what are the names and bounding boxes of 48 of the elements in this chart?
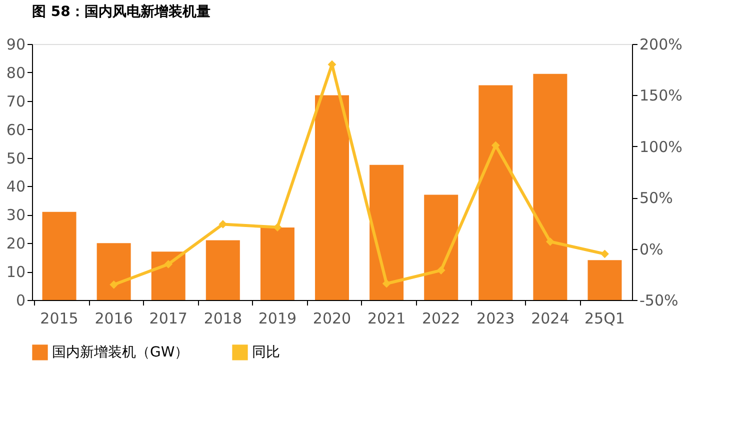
point bbox=[164, 260, 173, 268]
chart-title: 图 58：国内风电新增装机量 bbox=[32, 3, 210, 20]
x-tick-label: 2020 bbox=[312, 310, 352, 328]
x-tick-label: 2023 bbox=[476, 310, 515, 328]
y2-tick-label: 200% bbox=[640, 36, 682, 54]
point bbox=[491, 141, 500, 150]
bar bbox=[533, 74, 568, 300]
y-tick-label: 70 bbox=[6, 92, 26, 110]
bar bbox=[424, 194, 458, 300]
y-tick-label: 20 bbox=[6, 234, 26, 253]
x-tick-label: 25Q1 bbox=[584, 310, 625, 328]
point bbox=[110, 280, 118, 289]
y-tick-label: 0 bbox=[16, 292, 26, 310]
y-tick-label: 10 bbox=[6, 263, 26, 282]
y-tick-label: 90 bbox=[6, 36, 26, 54]
y-tick-label: 60 bbox=[6, 120, 26, 139]
point bbox=[600, 250, 609, 258]
legend-label: 国内新增装机（GW） bbox=[52, 344, 189, 360]
y-tick-label: 40 bbox=[6, 178, 26, 196]
bar bbox=[151, 252, 186, 300]
x-tick-label: 2021 bbox=[367, 310, 406, 328]
x-tick-label: 2016 bbox=[94, 310, 133, 328]
bar bbox=[370, 164, 404, 300]
y2-tick-label: -50% bbox=[640, 292, 678, 310]
bar bbox=[260, 227, 294, 300]
point bbox=[382, 279, 391, 288]
x-tick-label: 2019 bbox=[258, 310, 297, 328]
bar bbox=[96, 243, 131, 300]
y2-tick-label: 150% bbox=[640, 86, 682, 105]
bar bbox=[206, 240, 240, 300]
bar bbox=[588, 260, 622, 300]
x-tick-label: 2024 bbox=[531, 310, 570, 328]
bar bbox=[42, 212, 76, 300]
y2-tick-label: 0% bbox=[640, 240, 664, 258]
y-tick-label: 50 bbox=[6, 149, 26, 168]
y2-tick-label: 100% bbox=[640, 138, 682, 156]
bar bbox=[315, 95, 349, 300]
x-tick-label: 2017 bbox=[149, 310, 188, 328]
y-tick-label: 80 bbox=[6, 64, 26, 82]
y2-tick-label: 50% bbox=[640, 189, 673, 208]
y-tick-label: 30 bbox=[6, 206, 26, 224]
bar bbox=[478, 85, 513, 300]
x-tick-label: 2015 bbox=[40, 310, 78, 328]
x-tick-label: 2022 bbox=[422, 310, 460, 328]
point bbox=[546, 237, 554, 246]
legend-label: 同比 bbox=[252, 344, 280, 360]
point bbox=[436, 266, 446, 274]
x-tick-label: 2018 bbox=[204, 310, 242, 328]
